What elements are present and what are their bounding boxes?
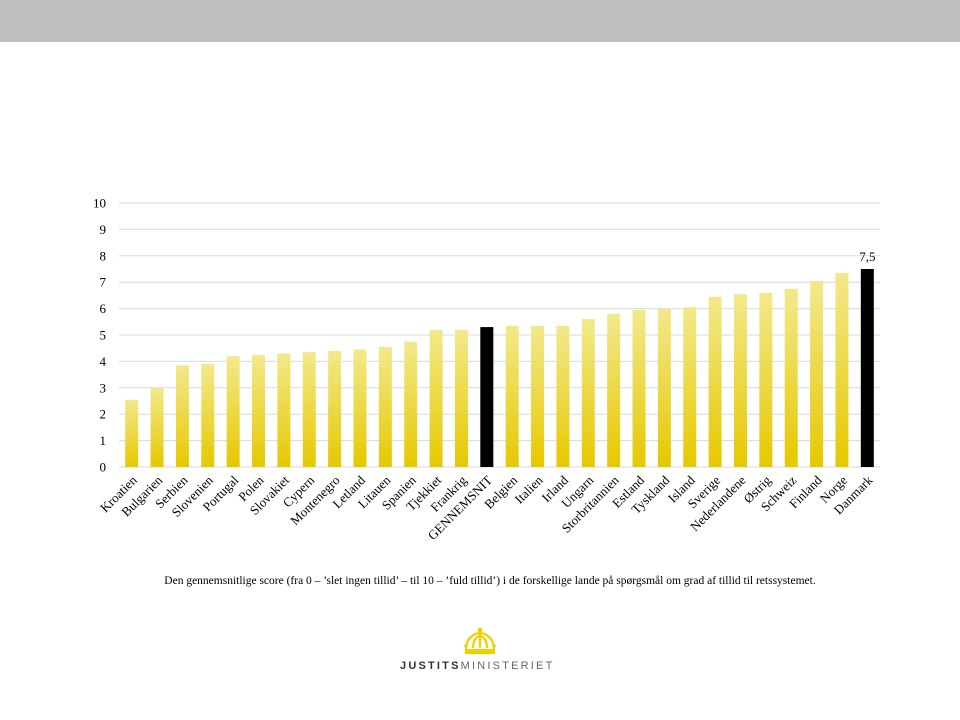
y-axis-ticks: 0 1 2 3 4 5 6 7 8 9 10 xyxy=(93,196,107,475)
bar-spanien xyxy=(404,341,418,467)
bar-schweiz xyxy=(784,288,798,467)
y-tick-label: 8 xyxy=(100,248,107,263)
y-tick-label: 10 xyxy=(93,196,106,211)
y-tick-label: 3 xyxy=(100,380,107,395)
data-labels: 7,5 xyxy=(859,249,875,264)
ministry-logo: JUSTITSMINISTERIET xyxy=(400,660,560,672)
crown-icon xyxy=(462,627,498,662)
bar-ungarn xyxy=(581,319,595,467)
gridlines xyxy=(119,202,880,468)
bar-estland xyxy=(632,309,646,467)
bar-finland xyxy=(810,280,824,467)
y-tick-label: 2 xyxy=(100,407,107,422)
y-tick-label: 0 xyxy=(100,460,107,475)
y-tick-label: 1 xyxy=(100,433,107,448)
bar-irland xyxy=(556,325,570,467)
bar-slovenien xyxy=(201,364,215,467)
y-tick-label: 9 xyxy=(100,222,107,237)
bar-frankrig xyxy=(454,329,468,467)
bar-polen xyxy=(252,354,266,467)
y-tick-label: 5 xyxy=(100,328,107,343)
logo-text-regular: MINISTERIET xyxy=(460,660,555,672)
bar-island xyxy=(683,307,697,467)
bar-italien xyxy=(531,325,545,467)
bar-letland xyxy=(353,349,367,467)
x-axis-ticks: KroatienBulgarienSerbienSlovenienPortuga… xyxy=(97,472,876,543)
bar-danmark xyxy=(860,269,874,467)
x-tick-label: Italien xyxy=(512,472,546,506)
bar-norge xyxy=(835,272,849,467)
chart-caption: Den gennemsnitlige score (fra 0 – ’slet … xyxy=(164,575,816,587)
bar-nederlandene xyxy=(733,294,747,467)
bar-montenegro xyxy=(328,350,342,467)
bar-portugal xyxy=(226,356,240,467)
bar-sverige xyxy=(708,296,722,467)
bar-gennemsnit xyxy=(480,327,494,467)
bar-serbien xyxy=(175,365,189,467)
data-label: 7,5 xyxy=(859,249,875,264)
header-band xyxy=(0,0,960,42)
bar-litauen xyxy=(378,346,392,467)
bar-kroatien xyxy=(125,399,139,467)
y-tick-label: 6 xyxy=(100,301,107,316)
bar-belgien xyxy=(505,325,519,467)
bars xyxy=(125,269,874,467)
bar-bulgarien xyxy=(150,387,164,467)
bar-tjekkiet xyxy=(429,329,443,467)
bar-slovakiet xyxy=(277,353,291,467)
bar-storbritannien xyxy=(607,313,621,467)
bar-cypern xyxy=(302,352,316,467)
bar-tyskland xyxy=(657,308,671,467)
logo-text-bold: JUSTITS xyxy=(400,660,461,672)
y-tick-label: 7 xyxy=(100,275,107,290)
bar-østrig xyxy=(759,292,773,467)
y-tick-label: 4 xyxy=(100,354,107,369)
